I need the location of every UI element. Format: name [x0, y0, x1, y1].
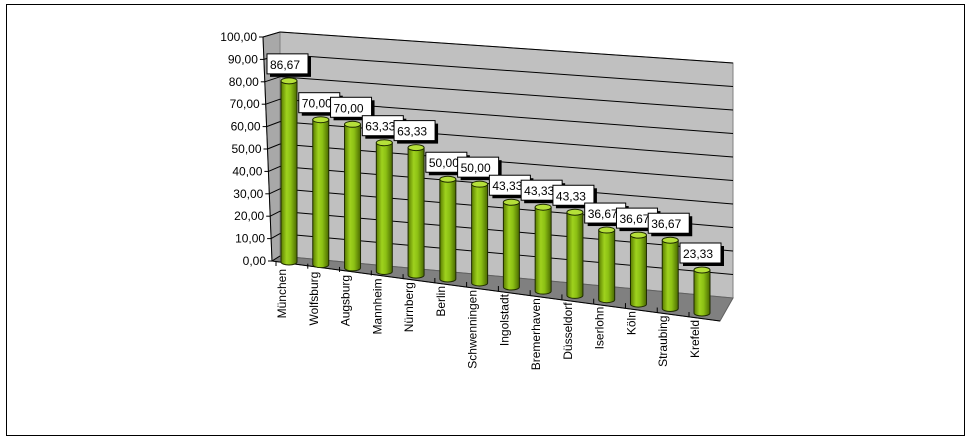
data-label: 86,67	[270, 58, 300, 72]
x-tick-label: Bremerhaven	[529, 298, 543, 370]
bar-top	[407, 144, 425, 152]
bar-top	[344, 120, 362, 128]
data-label: 70,00	[334, 101, 364, 115]
x-tick-label: Wolfsburg	[307, 272, 321, 326]
data-label: 50,00	[461, 161, 491, 175]
y-tick-label: 10,00	[235, 232, 265, 246]
y-tick-label: 50,00	[231, 142, 261, 156]
x-tick-label: Krefeld	[688, 320, 702, 358]
x-axis-line	[271, 260, 721, 322]
x-tick-label: Ingolstadt	[497, 293, 511, 346]
data-label-box	[266, 53, 309, 75]
x-tick-label: Köln	[624, 311, 638, 335]
bar-top	[598, 226, 616, 234]
data-label-box	[393, 120, 436, 142]
data-label-box	[647, 212, 690, 234]
data-label: 63,33	[365, 120, 395, 134]
x-tick-label: Augsburg	[339, 275, 353, 326]
bar	[280, 80, 298, 266]
y-tick-label: 80,00	[229, 75, 259, 89]
bar-top	[375, 139, 393, 147]
data-label: 43,33	[556, 189, 586, 203]
chart-frame	[6, 4, 965, 436]
x-tick-label: Straubing	[656, 316, 670, 367]
bar-top	[693, 266, 711, 274]
x-tick-label: Iserlohn	[593, 307, 607, 350]
bar	[312, 119, 330, 269]
y-axis-line	[262, 36, 273, 262]
data-label-box	[552, 184, 595, 206]
bar	[439, 178, 457, 283]
side-gridline	[270, 233, 281, 240]
bar	[629, 234, 647, 308]
side-gridline	[267, 143, 281, 150]
gridline	[279, 53, 734, 87]
y-tick-label: 90,00	[228, 52, 258, 66]
data-label: 50,00	[429, 156, 459, 170]
bar	[502, 201, 520, 291]
y-tick-label: 0,00	[243, 254, 267, 268]
side-gridline	[262, 31, 281, 38]
bar-top	[312, 116, 330, 124]
y-tick-label: 100,00	[220, 30, 257, 44]
bar-top	[471, 180, 489, 188]
bar	[534, 206, 552, 295]
bar	[407, 147, 425, 279]
y-tick-label: 30,00	[233, 187, 263, 201]
data-label: 36,67	[651, 217, 681, 231]
gridline	[279, 76, 734, 111]
bar	[375, 142, 393, 275]
x-tick-label: München	[275, 269, 289, 318]
y-tick-label: 60,00	[231, 120, 261, 134]
data-label-box	[330, 96, 373, 118]
side-gridline	[271, 255, 281, 262]
gridline	[279, 31, 734, 64]
x-tick-label: Berlin	[434, 286, 448, 317]
data-label-box	[457, 156, 500, 178]
bar-top	[629, 231, 647, 239]
data-label: 43,33	[524, 184, 554, 198]
side-gridline	[268, 165, 281, 172]
x-tick-label: Schwenningen	[466, 290, 480, 369]
data-label: 63,33	[397, 125, 427, 139]
y-tick-label: 20,00	[234, 209, 264, 223]
data-label: 36,67	[619, 212, 649, 226]
y-tick-label: 40,00	[232, 164, 262, 178]
bar	[566, 211, 584, 299]
data-label: 70,00	[302, 97, 332, 111]
bar	[693, 269, 711, 317]
data-label-box	[679, 242, 722, 264]
side-gridline	[265, 98, 281, 105]
bar-top	[661, 236, 679, 244]
bar-top	[439, 175, 457, 183]
y-tick-label: 70,00	[230, 97, 260, 111]
data-label: 23,33	[683, 247, 713, 261]
bar-top	[280, 77, 298, 85]
bar-top	[534, 203, 552, 211]
x-tick-label: Mannheim	[370, 278, 384, 334]
bar	[598, 229, 616, 304]
side-gridline	[269, 210, 281, 217]
data-label: 43,33	[492, 179, 522, 193]
x-tick-label: Düsseldorf	[561, 302, 575, 360]
side-gridline	[269, 188, 281, 195]
bar	[661, 239, 679, 312]
bar-top	[566, 208, 584, 216]
side-gridline	[264, 76, 281, 83]
data-label: 36,67	[588, 207, 618, 221]
side-gridline	[266, 121, 281, 128]
bar-top	[502, 198, 520, 206]
bar	[471, 183, 489, 287]
bar	[344, 123, 362, 272]
x-tick-label: Nürnberg	[402, 282, 416, 332]
